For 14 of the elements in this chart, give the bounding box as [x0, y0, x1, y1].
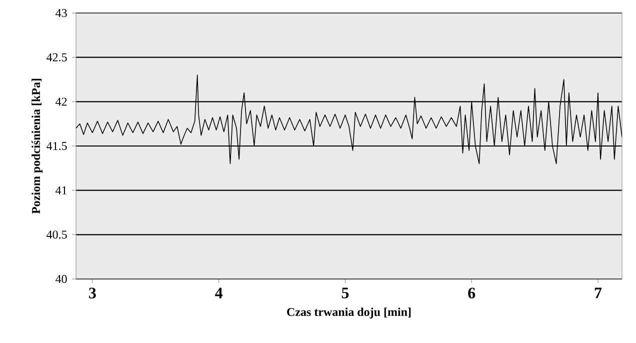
- x-tick-label: 3: [89, 288, 96, 298]
- y-axis-title: Poziom podciśnienia [kPa]: [32, 78, 42, 214]
- x-axis-title: Czas trwania doju [min]: [287, 308, 411, 318]
- y-tick-label: 42: [56, 98, 67, 106]
- y-tick-label: 41.5: [46, 142, 67, 150]
- x-tick-label: 5: [342, 288, 349, 298]
- y-tick-label: 42.5: [46, 53, 67, 62]
- x-tick-label: 4: [215, 288, 223, 298]
- y-tick-label: 43: [56, 8, 67, 18]
- y-tick-label: 40: [56, 274, 67, 284]
- y-tick-label: 40.5: [46, 230, 67, 239]
- x-tick-label: 6: [468, 288, 476, 298]
- x-tick-label: 7: [594, 288, 602, 298]
- y-tick-label: 41: [56, 186, 67, 194]
